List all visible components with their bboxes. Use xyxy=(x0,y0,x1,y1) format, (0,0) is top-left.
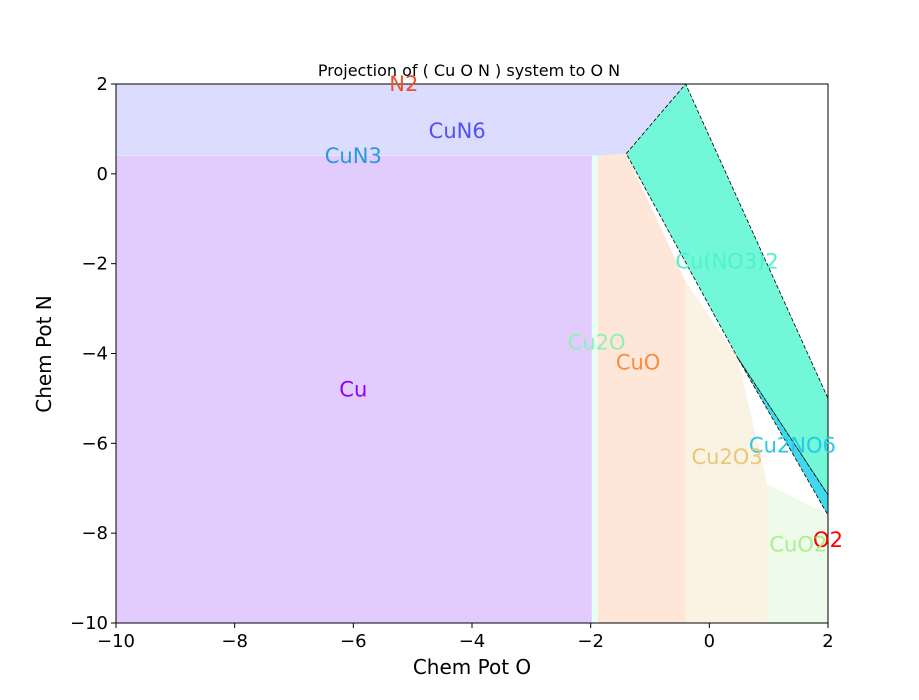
label-cu2o3: Cu2O3 xyxy=(691,445,762,469)
label-cu2o: Cu2O xyxy=(568,330,626,354)
label-cun3: CuN3 xyxy=(325,144,382,168)
regions-layer xyxy=(116,84,828,623)
region-cun6 xyxy=(116,84,686,156)
x-tick-label: −10 xyxy=(97,631,135,652)
x-tick-label: −8 xyxy=(221,631,248,652)
ticks-layer: −10 −8 −6 −4 −2 0 2 −10 −8 −6 −4 −2 0 2 xyxy=(70,74,834,652)
y-tick-label: −10 xyxy=(70,613,108,634)
region-cuo xyxy=(597,153,686,623)
y-tick-label: −8 xyxy=(81,523,108,544)
region-cu2no6 xyxy=(737,357,828,517)
x-tick-label: 0 xyxy=(704,631,715,652)
region-cuo2 xyxy=(766,483,828,623)
y-tick-label: 2 xyxy=(97,74,108,95)
label-cuo2: CuO2 xyxy=(769,532,827,556)
label-n2: N2 xyxy=(389,72,418,96)
x-tick-label: −4 xyxy=(459,631,486,652)
y-axis-title: Chem Pot N xyxy=(32,295,56,413)
chart-title: Projection of ( Cu O N ) system to O N xyxy=(318,61,620,80)
label-cu: Cu xyxy=(339,377,367,401)
label-cuo: CuO xyxy=(616,351,661,375)
x-tick-label: 2 xyxy=(822,631,833,652)
y-tick-label: −4 xyxy=(81,344,108,365)
label-cu2no6: Cu2NO6 xyxy=(749,434,836,458)
x-tick-label: −2 xyxy=(577,631,604,652)
region-cu2o xyxy=(591,155,598,623)
label-cun6: CuN6 xyxy=(429,119,486,143)
label-cu-no3-2: Cu(NO3)2 xyxy=(675,249,778,273)
y-tick-label: 0 xyxy=(97,164,108,185)
y-tick-label: −2 xyxy=(81,254,108,275)
x-tick-label: −6 xyxy=(340,631,367,652)
region-cu xyxy=(116,155,592,623)
region-cu2o3 xyxy=(685,281,767,623)
x-axis-title: Chem Pot O xyxy=(413,655,531,679)
label-o2: O2 xyxy=(813,528,843,552)
y-tick-label: −6 xyxy=(81,433,108,454)
region-cu-no3-2 xyxy=(625,84,828,496)
